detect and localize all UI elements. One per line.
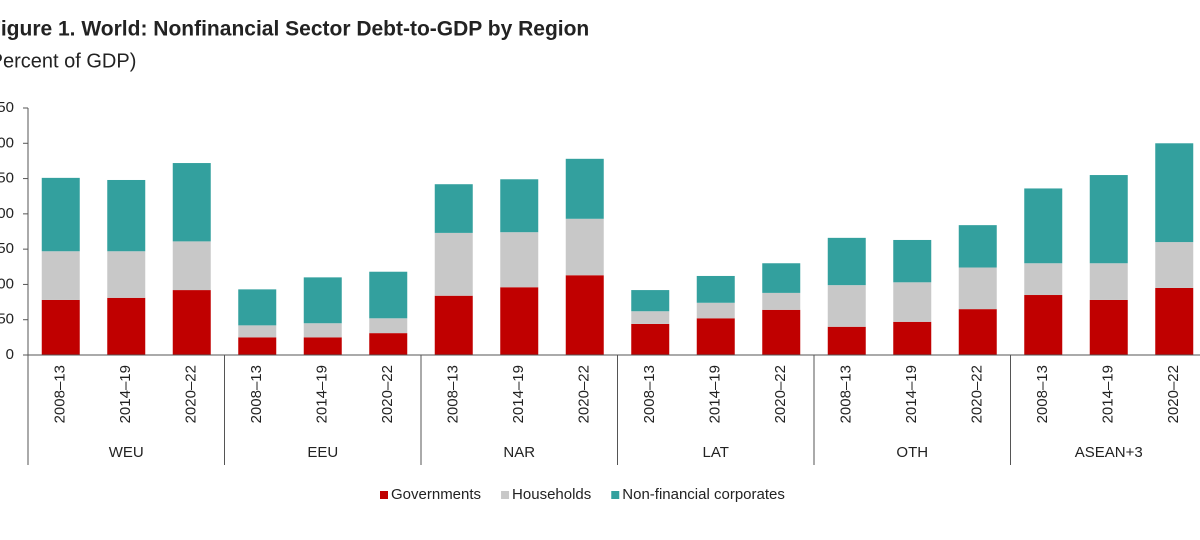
bar-segment <box>369 318 408 334</box>
bar-segment <box>827 285 866 327</box>
bar-segment <box>893 282 932 322</box>
bar-segment <box>238 325 277 338</box>
group-label: WEU <box>109 444 144 461</box>
chart-subtitle: (Percent of GDP) <box>0 50 136 72</box>
bar-segment <box>565 275 604 355</box>
x-tick-label: 2008–13 <box>52 365 69 423</box>
group-label: OTH <box>896 444 928 461</box>
bar-segment <box>434 184 473 233</box>
bar-segment <box>1024 263 1063 296</box>
group-label: NAR <box>503 444 535 461</box>
y-tick-label: 350 <box>0 99 14 116</box>
y-tick-label: 300 <box>0 134 14 151</box>
bar-segment <box>1089 175 1128 264</box>
x-tick-label: 2020–22 <box>576 365 593 423</box>
legend-label: Non-financial corporates <box>622 486 785 503</box>
bar-segment <box>500 287 539 355</box>
bar-segment <box>1024 295 1063 355</box>
bar-segment <box>1155 143 1194 243</box>
bar-segment <box>958 309 997 355</box>
bar-segment <box>107 251 146 298</box>
x-tick-label: 2008–13 <box>1034 365 1051 423</box>
x-tick-label: 2020–22 <box>1165 365 1182 423</box>
x-tick-label: 2014–19 <box>510 365 527 423</box>
bar-segment <box>958 225 997 268</box>
x-tick-label: 2014–19 <box>707 365 724 423</box>
x-tick-label: 2008–13 <box>641 365 658 423</box>
y-tick-label: 150 <box>0 240 14 257</box>
bar-segment <box>1089 263 1128 300</box>
legend-label: Households <box>512 486 591 503</box>
group-label: ASEAN+3 <box>1075 444 1143 461</box>
bar-segment <box>827 237 866 286</box>
x-tick-label: 2014–19 <box>314 365 331 423</box>
bar-segment <box>500 232 539 288</box>
bar-segment <box>762 292 801 310</box>
bar-segment <box>1155 287 1194 355</box>
bar-segment <box>172 290 211 355</box>
bar-segment <box>631 323 670 355</box>
y-tick-label: 50 <box>0 311 14 328</box>
bar-segment <box>696 318 735 355</box>
bar-segment <box>565 218 604 276</box>
bar-segment <box>303 337 342 355</box>
y-tick-label: 250 <box>0 170 14 187</box>
x-tick-label: 2008–13 <box>248 365 265 423</box>
bar-segment <box>107 179 146 252</box>
bar-segment <box>41 299 80 355</box>
bar-segment <box>41 177 80 252</box>
bar-segment <box>762 263 801 293</box>
bar-segment <box>500 179 539 233</box>
x-tick-label: 2014–19 <box>117 365 134 423</box>
x-tick-label: 2014–19 <box>1100 365 1117 423</box>
bar-segment <box>303 323 342 338</box>
bar-segment <box>958 267 997 310</box>
bar-segment <box>434 232 473 296</box>
x-tick-label: 2020–22 <box>379 365 396 423</box>
bar-segment <box>41 251 80 300</box>
x-tick-label: 2020–22 <box>969 365 986 423</box>
bar-segment <box>631 290 670 312</box>
bar-segment <box>303 277 342 324</box>
bar-segment <box>631 311 670 324</box>
legend-swatch <box>611 491 620 499</box>
x-tick-label: 2014–19 <box>903 365 920 423</box>
x-tick-label: 2008–13 <box>445 365 462 423</box>
x-tick-label: 2020–22 <box>183 365 200 423</box>
group-label: LAT <box>703 444 729 461</box>
y-tick-label: 200 <box>0 205 14 222</box>
bar-segment <box>238 289 277 326</box>
bar-segment <box>107 297 146 355</box>
bar-segment <box>893 321 932 355</box>
legend-label: Governments <box>391 486 481 503</box>
bar-segment <box>1155 242 1194 288</box>
bar-segment <box>369 271 408 319</box>
bar-segment <box>1024 188 1063 264</box>
legend-swatch <box>380 491 388 499</box>
bar-segment <box>172 241 211 291</box>
group-label: EEU <box>307 444 338 461</box>
bar-segment <box>696 275 735 303</box>
bar-segment <box>238 337 277 355</box>
bar-segment <box>696 302 735 319</box>
bar-segment <box>893 239 932 283</box>
y-tick-label: 0 <box>6 346 14 363</box>
bar-segment <box>172 163 211 242</box>
bar-segment <box>434 295 473 355</box>
bar-segment <box>369 333 408 355</box>
x-tick-label: 2008–13 <box>838 365 855 423</box>
bar-segment <box>762 309 801 355</box>
x-tick-label: 2020–22 <box>772 365 789 423</box>
legend-swatch <box>501 491 510 499</box>
bar-segment <box>827 326 866 355</box>
bar-segment <box>565 158 604 219</box>
bar-segment <box>1089 299 1128 355</box>
chart-title: Figure 1. World: Nonfinancial Sector Deb… <box>0 18 589 41</box>
y-tick-label: 100 <box>0 275 14 292</box>
